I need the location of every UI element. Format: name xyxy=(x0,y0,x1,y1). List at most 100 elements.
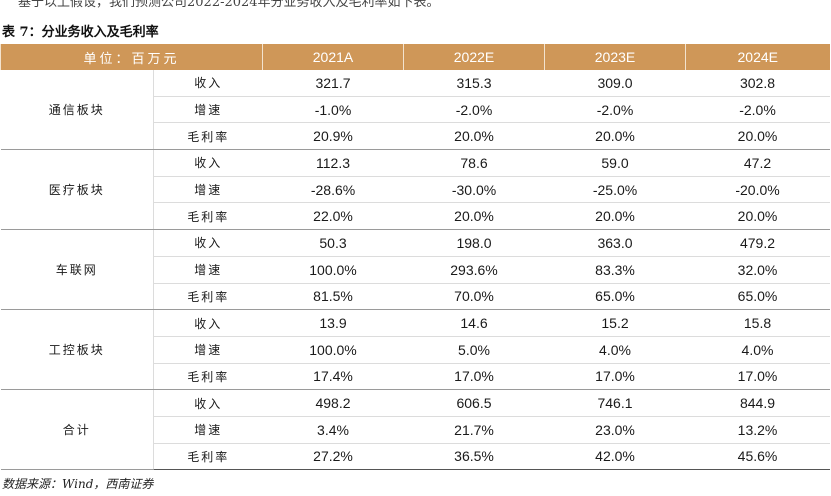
value-cell: -2.0% xyxy=(544,96,686,124)
table-row: 增速 100.0% 5.0% 4.0% 4.0% xyxy=(1,336,830,364)
value-cell: -20.0% xyxy=(685,176,830,204)
value-cell: 59.0 xyxy=(544,149,686,177)
value-cell: 20.0% xyxy=(403,122,545,151)
table-row: 合计 收入 498.2 606.5 746.1 844.9 xyxy=(0,389,830,471)
table-row: 增速 -28.6% -30.0% -25.0% -20.0% xyxy=(1,176,830,204)
metric-label: 毛利率 xyxy=(153,443,263,471)
value-cell: 198.0 xyxy=(403,229,545,257)
segment-label: 工控板块 xyxy=(0,309,154,391)
metric-label: 增速 xyxy=(153,336,263,364)
value-cell: -2.0% xyxy=(403,96,545,124)
table-row: 毛利率 27.2% 36.5% 42.0% 45.6% xyxy=(1,443,830,471)
value-cell: 14.6 xyxy=(403,309,545,337)
value-cell: 47.2 xyxy=(685,149,830,177)
value-cell: 17.0% xyxy=(685,363,830,391)
table-row: 毛利率 17.4% 17.0% 17.0% 17.0% xyxy=(1,363,830,391)
value-cell: 363.0 xyxy=(544,229,686,257)
value-cell: 27.2% xyxy=(262,443,404,471)
segment-label: 医疗板块 xyxy=(0,149,154,231)
value-cell: 606.5 xyxy=(403,389,545,417)
table-row: 工控板块 收入 13.9 14.6 15.2 15.8 xyxy=(0,309,830,391)
value-cell: 100.0% xyxy=(262,256,404,284)
metric-label: 收入 xyxy=(153,309,263,337)
value-cell: 20.0% xyxy=(685,202,830,231)
value-cell: 50.3 xyxy=(262,229,404,257)
value-cell: 45.6% xyxy=(685,443,830,471)
value-cell: 321.7 xyxy=(262,70,404,97)
table-body: 通信板块 收入 321.7 315.3 309.0 302.8 增速 -1.0% -2.0% -2… xyxy=(0,70,830,471)
value-cell: -1.0% xyxy=(262,96,404,124)
value-cell: 78.6 xyxy=(403,149,545,177)
value-cell: 17.0% xyxy=(544,363,686,391)
value-cell: 844.9 xyxy=(685,389,830,417)
metric-label: 增速 xyxy=(153,256,263,284)
value-cell: 65.0% xyxy=(685,283,830,311)
value-cell: 20.0% xyxy=(544,202,686,231)
metric-label: 毛利率 xyxy=(153,363,263,391)
value-cell: -2.0% xyxy=(685,96,830,124)
segment-forecast-table: 单位：百万元 2021A 2022E 2023E 2024E 通信板块 收入 321… xyxy=(0,44,830,471)
value-cell: 293.6% xyxy=(403,256,545,284)
table-row: 毛利率 20.9% 20.0% 20.0% 20.0% xyxy=(1,122,830,151)
value-cell: 100.0% xyxy=(262,336,404,364)
metric-label: 收入 xyxy=(153,389,263,417)
value-cell: 70.0% xyxy=(403,283,545,311)
metric-label: 收入 xyxy=(153,229,263,257)
value-cell: 83.3% xyxy=(544,256,686,284)
value-cell: 13.9 xyxy=(262,309,404,337)
table-row: 毛利率 22.0% 20.0% 20.0% 20.0% xyxy=(1,202,830,231)
metric-label: 收入 xyxy=(153,70,263,97)
value-cell: 13.2% xyxy=(685,416,830,444)
value-cell: 20.0% xyxy=(544,122,686,151)
value-cell: 36.5% xyxy=(403,443,545,471)
preceding-paragraph: 基于以上假设，我们预测公司2022-2024年分业务收入及毛利率如下表。 xyxy=(18,0,440,10)
value-cell: 5.0% xyxy=(403,336,545,364)
table-row: 通信板块 收入 321.7 315.3 309.0 302.8 xyxy=(0,70,830,151)
segment-label: 合计 xyxy=(0,389,154,471)
table-row: 增速 3.4% 21.7% 23.0% 13.2% xyxy=(1,416,830,444)
table-caption: 表 7：分业务收入及毛利率 xyxy=(2,25,159,40)
value-cell: -25.0% xyxy=(544,176,686,204)
value-cell: 22.0% xyxy=(262,202,404,231)
value-cell: 4.0% xyxy=(685,336,830,364)
value-cell: 32.0% xyxy=(685,256,830,284)
metric-label: 收入 xyxy=(153,149,263,177)
metric-label: 增速 xyxy=(153,416,263,444)
value-cell: 479.2 xyxy=(685,229,830,257)
table-row: 车联网 收入 50.3 198.0 363.0 479.2 xyxy=(0,229,830,311)
segment-label: 车联网 xyxy=(0,229,154,311)
value-cell: 17.0% xyxy=(403,363,545,391)
year-header: 2024E xyxy=(685,44,830,70)
year-header: 2023E xyxy=(544,44,686,70)
value-cell: -30.0% xyxy=(403,176,545,204)
unit-header: 单位：百万元 xyxy=(0,44,263,70)
table-header-row: 单位：百万元 2021A 2022E 2023E 2024E xyxy=(0,44,830,70)
value-cell: 20.0% xyxy=(403,202,545,231)
value-cell: 746.1 xyxy=(544,389,686,417)
value-cell: 23.0% xyxy=(544,416,686,444)
table-row: 增速 100.0% 293.6% 83.3% 32.0% xyxy=(1,256,830,284)
value-cell: 498.2 xyxy=(262,389,404,417)
metric-label: 毛利率 xyxy=(153,283,263,311)
metric-label: 增速 xyxy=(153,176,263,204)
value-cell: 15.8 xyxy=(685,309,830,337)
table-row: 增速 -1.0% -2.0% -2.0% -2.0% xyxy=(1,96,830,124)
year-header: 2021A xyxy=(262,44,404,70)
metric-label: 增速 xyxy=(153,96,263,124)
year-header: 2022E xyxy=(403,44,545,70)
value-cell: 4.0% xyxy=(544,336,686,364)
value-cell: 65.0% xyxy=(544,283,686,311)
value-cell: 21.7% xyxy=(403,416,545,444)
value-cell: 15.2 xyxy=(544,309,686,337)
value-cell: 302.8 xyxy=(685,70,830,97)
table-row: 毛利率 81.5% 70.0% 65.0% 65.0% xyxy=(1,283,830,311)
value-cell: 20.9% xyxy=(262,122,404,151)
value-cell: -28.6% xyxy=(262,176,404,204)
value-cell: 17.4% xyxy=(262,363,404,391)
value-cell: 315.3 xyxy=(403,70,545,97)
value-cell: 112.3 xyxy=(262,149,404,177)
table-row: 医疗板块 收入 112.3 78.6 59.0 47.2 xyxy=(0,149,830,231)
metric-label: 毛利率 xyxy=(153,202,263,231)
value-cell: 81.5% xyxy=(262,283,404,311)
data-source-note: 数据来源：Wind，西南证券 xyxy=(2,477,154,491)
